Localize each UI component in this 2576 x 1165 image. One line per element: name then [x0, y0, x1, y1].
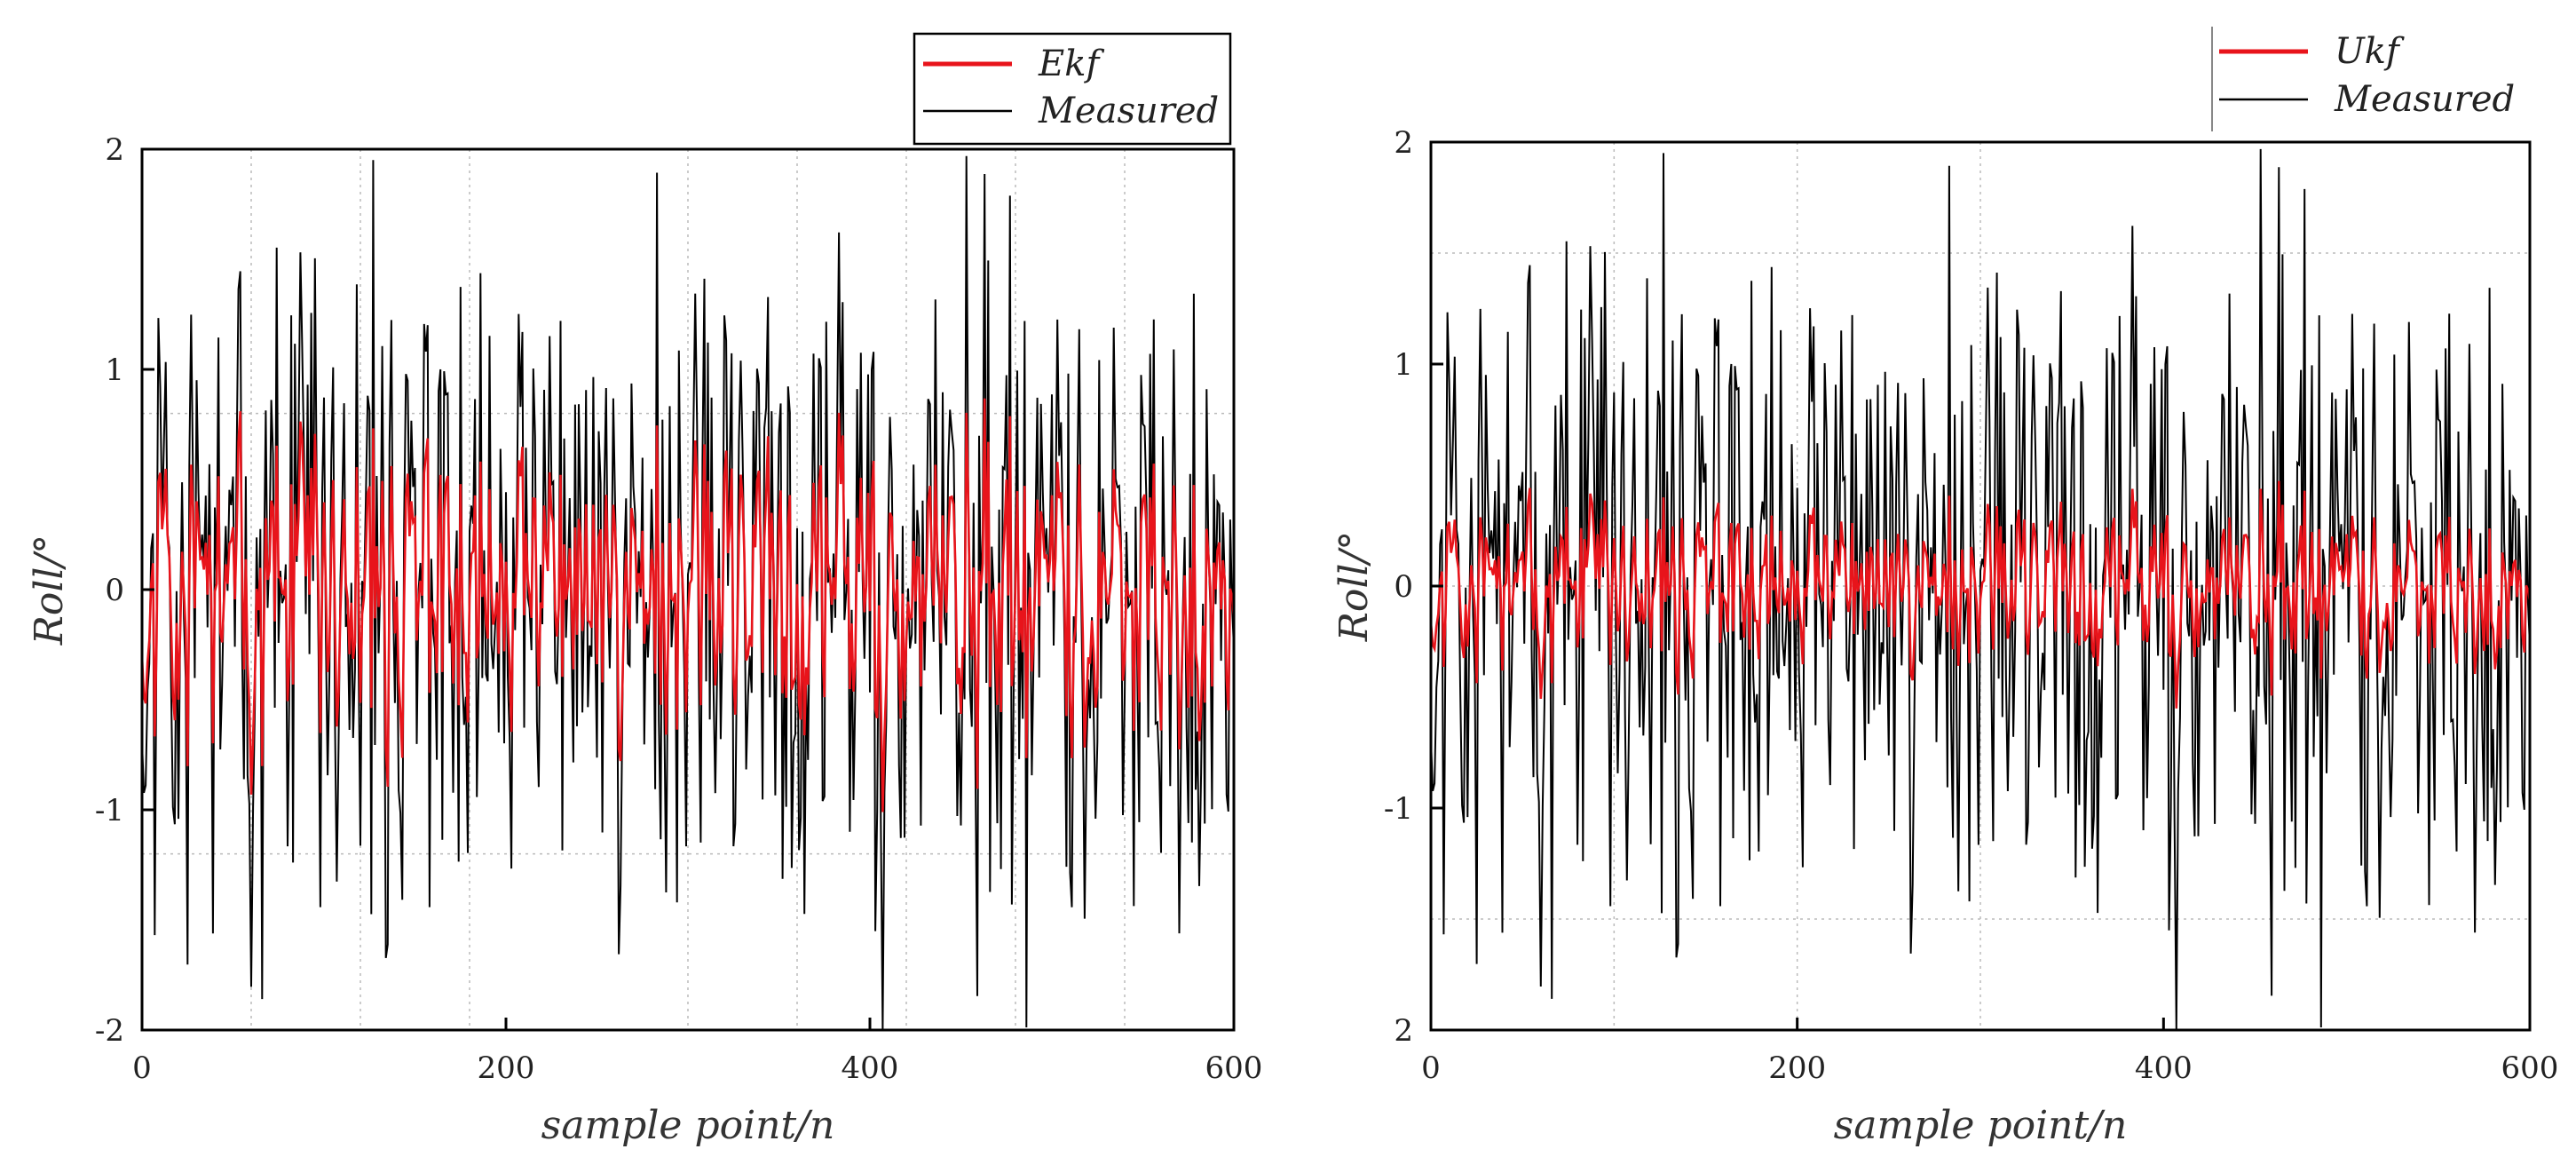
legend-ukf-label: Ukf — [2335, 31, 2405, 72]
legend-measured-label-left: Measured — [1038, 91, 1219, 131]
ukf-series-right — [1429, 480, 2532, 709]
y-tick-label: 0 — [1394, 569, 1413, 605]
y-tick-label: -2 — [95, 1013, 124, 1049]
x-tick-label: 200 — [478, 1050, 535, 1086]
chart-left: -2 -1 0 1 2 0 200 400 600 sample point/n Roll/°… — [27, 32, 1262, 1148]
x-tick-label: 600 — [2501, 1050, 2559, 1086]
y-axis-label-right: Roll/° — [1331, 531, 1377, 643]
x-tick-label: 400 — [842, 1050, 899, 1086]
x-tick-label: 200 — [1768, 1050, 1826, 1086]
y-tick-label: 1 — [105, 353, 124, 388]
x-ticks-left: 0 200 400 600 — [132, 1018, 1262, 1086]
y-tick-label: 2 — [105, 132, 124, 168]
y-tick-label: 2 — [1394, 1013, 1413, 1049]
legend-box-left — [913, 32, 1232, 146]
x-axis-label-right: sample point/n — [1834, 1103, 2128, 1148]
legend-right: Ukf Measured — [2211, 27, 2515, 131]
y-tick-label: 1 — [1394, 347, 1413, 383]
y-axis-label-left: Roll/° — [27, 535, 72, 646]
x-tick-label: 600 — [1205, 1050, 1263, 1086]
y-tick-label: 2 — [1394, 125, 1413, 161]
y-tick-label: 0 — [105, 573, 124, 608]
y-ticks-right: 2 -1 0 1 2 — [1384, 125, 1443, 1049]
legend-left: Ekf Measured — [913, 32, 1232, 146]
measured-line — [141, 155, 1235, 1031]
filtered-line — [1429, 480, 2532, 709]
y-tick-label: -1 — [1384, 791, 1413, 827]
x-axis-label-left: sample point/n — [541, 1103, 835, 1148]
legend-measured-label-right: Measured — [2334, 79, 2515, 120]
y-tick-label: -1 — [95, 793, 124, 828]
measured-series-right — [1430, 148, 2531, 1031]
x-ticks-right: 0 200 400 600 — [1421, 1018, 2558, 1086]
y-ticks-left: -2 -1 0 1 2 — [95, 132, 154, 1049]
x-tick-label: 0 — [132, 1050, 152, 1086]
x-tick-label: 0 — [1421, 1050, 1441, 1086]
legend-ekf-label: Ekf — [1038, 44, 1104, 84]
filtered-line — [140, 398, 1236, 812]
measured-series-left — [141, 155, 1235, 1031]
ekf-series-left — [140, 398, 1236, 812]
x-tick-label: 400 — [2135, 1050, 2193, 1086]
measured-line — [1430, 148, 2531, 1031]
